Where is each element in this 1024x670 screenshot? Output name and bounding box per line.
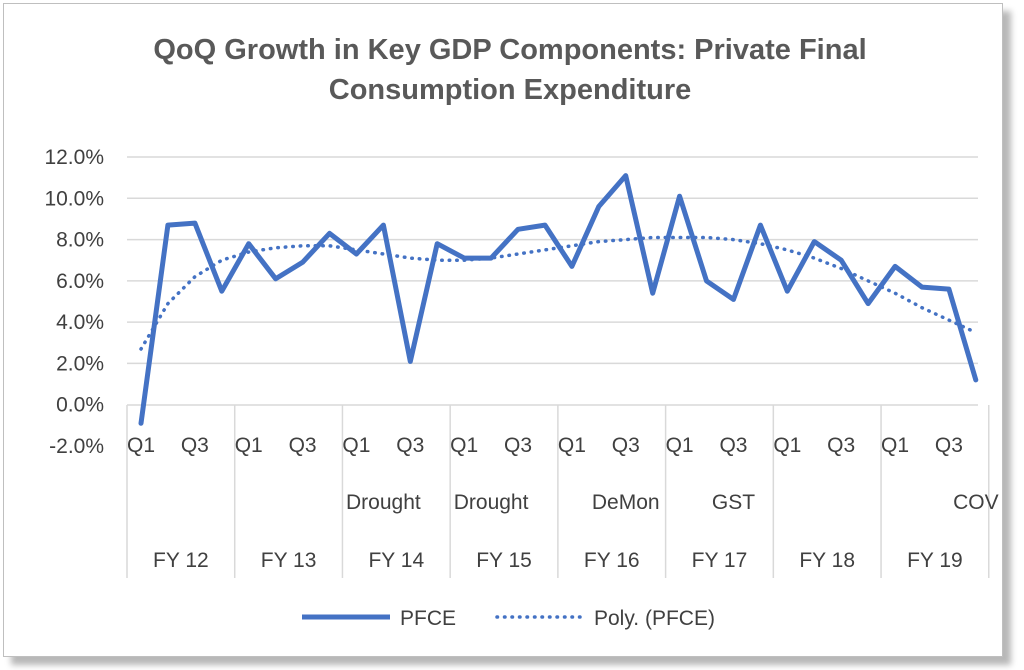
fiscal-year-label: FY 16	[584, 549, 640, 572]
quarter-label: Q1	[666, 434, 694, 457]
chart-title: QoQ Growth in Key GDP Components: Privat…	[30, 30, 990, 110]
quarter-label: Q3	[719, 434, 747, 457]
y-tick-label: 2.0%	[56, 352, 104, 375]
y-tick-label: 12.0%	[44, 146, 104, 169]
chart-frame	[3, 3, 1003, 657]
quarter-label: Q1	[881, 434, 909, 457]
quarter-label: Q3	[181, 434, 209, 457]
quarter-label: Q1	[127, 434, 155, 457]
fiscal-year-label: FY 15	[476, 549, 532, 572]
y-tick-label: 10.0%	[44, 187, 104, 210]
fiscal-year-label: FY 17	[692, 549, 748, 572]
fiscal-year-label: FY 12	[153, 549, 209, 572]
quarter-label: Q1	[342, 434, 370, 457]
fiscal-year-label: FY 19	[907, 549, 963, 572]
gridlines	[127, 156, 978, 406]
chart-title-line-2: Consumption Expenditure	[328, 74, 692, 106]
quarter-label: Q1	[450, 434, 478, 457]
chart-title-line-1: QoQ Growth in Key GDP Components: Privat…	[153, 34, 867, 66]
y-tick-label: 4.0%	[56, 311, 104, 334]
trendline-series	[139, 235, 978, 351]
pfce-series	[138, 173, 979, 426]
quarter-label: Q3	[935, 434, 963, 457]
legend-label-pfce: PFCE	[400, 607, 456, 630]
legend: PFCE Poly. (PFCE)	[302, 607, 715, 630]
y-tick-label: 0.0%	[56, 394, 104, 417]
quarter-label: Q1	[558, 434, 586, 457]
fiscal-year-label: FY 18	[799, 549, 855, 572]
quarter-label: Q3	[289, 434, 317, 457]
series-lines	[138, 173, 979, 426]
quarter-label: Q3	[504, 434, 532, 457]
quarter-label: Q1	[235, 434, 263, 457]
quarter-label: Q3	[396, 434, 424, 457]
y-tick-label: 8.0%	[56, 229, 104, 252]
quarter-label: Q1	[773, 434, 801, 457]
event-label: DeMon	[592, 491, 660, 514]
event-label: Drought	[454, 491, 529, 514]
quarter-label: Q3	[612, 434, 640, 457]
legend-label-poly: Poly. (PFCE)	[594, 607, 715, 630]
event-label: COV	[953, 491, 999, 514]
y-axis-ticks: 12.0% 10.0% 8.0% 6.0% 4.0% 2.0% 0.0% -2.0%	[44, 146, 104, 458]
x-axis: Q1 Q3 Q1 Q3 Q1 Q3 Q1 Q3 Q1 Q3 Q1 Q3 Q1 Q3 Q1 Q3 Drought D…	[126, 405, 999, 578]
y-tick-label: 6.0%	[56, 270, 104, 293]
event-label: Drought	[346, 491, 421, 514]
y-tick-label: -2.0%	[49, 435, 104, 458]
fiscal-year-label: FY 14	[368, 549, 424, 572]
quarter-label: Q3	[827, 434, 855, 457]
fiscal-year-label: FY 13	[261, 549, 317, 572]
event-label: GST	[712, 491, 755, 514]
